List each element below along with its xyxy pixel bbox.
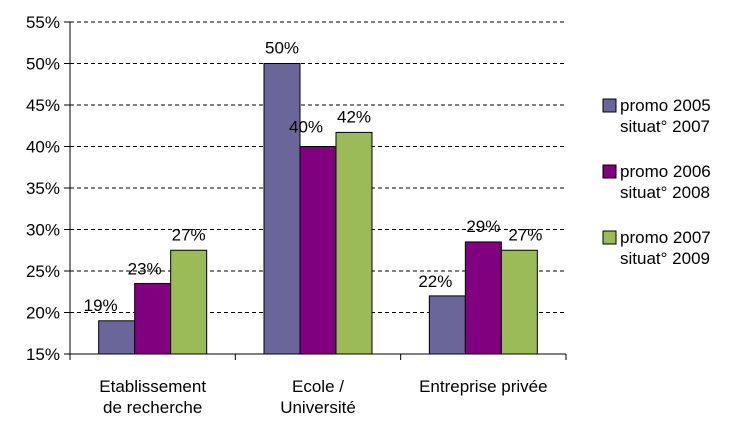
data-label: 22% bbox=[418, 272, 452, 291]
y-tick-label: 15% bbox=[26, 345, 60, 364]
bar bbox=[335, 131, 373, 355]
data-label: 19% bbox=[84, 296, 118, 315]
y-tick-label: 20% bbox=[26, 304, 60, 323]
bar bbox=[263, 63, 301, 355]
data-label: 27% bbox=[508, 225, 542, 244]
y-tick-label: 25% bbox=[26, 262, 60, 281]
legend-label: promo 2007 bbox=[620, 228, 711, 247]
bars bbox=[98, 63, 538, 355]
y-tick-label: 55% bbox=[26, 13, 60, 32]
data-label: 27% bbox=[172, 225, 206, 244]
y-tick-label: 40% bbox=[26, 138, 60, 157]
x-tick-label: Etablissement bbox=[99, 377, 206, 396]
x-tick-label: de recherche bbox=[103, 398, 202, 417]
data-label: 29% bbox=[466, 217, 500, 236]
bar bbox=[428, 295, 466, 355]
legend-label: situat° 2008 bbox=[620, 183, 710, 202]
data-label: 40% bbox=[289, 118, 323, 137]
x-tick-label: Ecole / bbox=[292, 377, 344, 396]
y-tick-label: 45% bbox=[26, 96, 60, 115]
legend-swatch bbox=[602, 230, 617, 245]
legend-swatch bbox=[602, 164, 617, 179]
bar bbox=[500, 249, 538, 355]
x-tick-label: Entreprise privée bbox=[419, 377, 548, 396]
legend-label: promo 2006 bbox=[620, 162, 711, 181]
y-tick-label: 35% bbox=[26, 179, 60, 198]
data-labels: 19% 23% 27% 50% 40% 42% 22% 29% 27% bbox=[84, 39, 543, 315]
data-label: 50% bbox=[265, 39, 299, 58]
legend: promo 2005 situat° 2007 promo 2006 situat° … bbox=[602, 96, 711, 268]
data-label: 42% bbox=[337, 107, 371, 126]
bar bbox=[170, 249, 208, 355]
legend-label: situat° 2007 bbox=[620, 117, 710, 136]
y-tick-label: 50% bbox=[26, 55, 60, 74]
legend-label: situat° 2009 bbox=[620, 249, 710, 268]
axes: 15% 20% 25% 30% 35% 40% 45% 50% 55% Etablissement… bbox=[26, 13, 567, 417]
bar bbox=[134, 282, 172, 355]
legend-label: promo 2005 bbox=[620, 96, 711, 115]
bar bbox=[98, 320, 136, 355]
data-label: 23% bbox=[128, 259, 162, 278]
bar bbox=[464, 241, 502, 355]
legend-swatch bbox=[602, 98, 617, 113]
x-tick-label: Université bbox=[280, 398, 356, 417]
y-tick-label: 30% bbox=[26, 221, 60, 240]
bar bbox=[299, 146, 337, 355]
